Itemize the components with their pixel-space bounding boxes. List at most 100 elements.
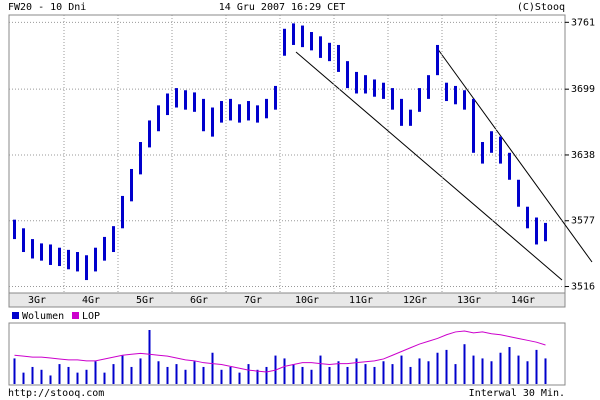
legend-label: LOP (82, 311, 100, 322)
footer-right: Interwal 30 Min. (469, 388, 565, 399)
candle (211, 107, 214, 137)
candle (355, 71, 358, 94)
volume-bar (526, 361, 529, 384)
volume-bar (310, 369, 313, 384)
candle (94, 247, 97, 272)
candle (310, 32, 313, 51)
candle (121, 195, 124, 229)
y-tick-label: 3699 (571, 84, 595, 95)
candle (481, 142, 484, 164)
volume-bar (265, 366, 268, 384)
volume-bar (40, 369, 43, 384)
volume-bar (355, 358, 358, 384)
candle (157, 105, 160, 132)
volume-bar (148, 330, 151, 384)
candle (22, 228, 25, 253)
volume-bar (220, 369, 223, 384)
candle (256, 105, 259, 123)
candle (274, 85, 277, 110)
candle (40, 243, 43, 261)
y-tick-label: 3577 (571, 216, 595, 227)
candle (76, 252, 79, 272)
candle (265, 98, 268, 119)
candle (391, 88, 394, 110)
candle (427, 75, 430, 99)
volume-bar (229, 366, 232, 384)
x-tick-label: 6Gr (190, 295, 208, 306)
volume-bar (130, 366, 133, 384)
price-pane (8, 14, 566, 294)
candle (517, 179, 520, 207)
candle (544, 222, 547, 242)
candle (508, 152, 511, 180)
volume-bar (175, 364, 178, 384)
candle (499, 136, 502, 164)
y-tick-label: 3638 (571, 150, 595, 161)
candle (436, 44, 439, 76)
candle (184, 90, 187, 110)
x-tick-label: 14Gr (511, 295, 535, 306)
volume-bar (535, 349, 538, 384)
candle (373, 79, 376, 97)
candle (229, 98, 232, 121)
volume-bar (427, 361, 430, 384)
x-tick-label: 11Gr (349, 295, 373, 306)
candle (112, 226, 115, 253)
x-tick-label: 3Gr (28, 295, 46, 306)
volume-bar (139, 358, 142, 384)
volume-bar (76, 372, 79, 384)
volume-bar (508, 347, 511, 384)
volume-bar (94, 361, 97, 384)
volume-bar (328, 366, 331, 384)
volume-bar (409, 366, 412, 384)
candle (148, 120, 151, 148)
candle (490, 131, 493, 153)
x-tick-label: 7Gr (244, 295, 262, 306)
header-left: FW20 - 10 Dni (8, 2, 86, 13)
volume-bar (364, 364, 367, 384)
candle (13, 219, 16, 240)
volume-bar (517, 355, 520, 384)
volume-bar (337, 361, 340, 384)
lop-line (14, 330, 546, 373)
candle (103, 236, 106, 261)
volume-bar (67, 366, 70, 384)
volume-pane (8, 322, 566, 386)
volume-bar (283, 358, 286, 384)
candle (472, 98, 475, 153)
candle (139, 142, 142, 175)
volume-bar (58, 364, 61, 384)
candle (319, 36, 322, 58)
volume-bar (112, 364, 115, 384)
volume-bar (463, 344, 466, 384)
x-tick-label: 4Gr (82, 295, 100, 306)
volume-bar (22, 372, 25, 384)
x-tick-label: 10Gr (295, 295, 319, 306)
volume-bar (319, 355, 322, 384)
x-tick-label: 12Gr (403, 295, 427, 306)
volume-bar (256, 369, 259, 384)
candle (454, 85, 457, 105)
volume-bar (481, 358, 484, 384)
volume-bar (490, 361, 493, 384)
volume-bar (472, 355, 475, 384)
candle (526, 206, 529, 229)
volume-bar (436, 352, 439, 384)
candle (238, 104, 241, 123)
candle (409, 109, 412, 126)
volume-bar (193, 361, 196, 384)
x-tick-label: 5Gr (136, 295, 154, 306)
volume-bar (391, 364, 394, 384)
candle (49, 244, 52, 265)
legend-swatch (72, 312, 79, 319)
volume-bar (418, 358, 421, 384)
trend-line (436, 47, 593, 263)
volume-bar (184, 369, 187, 384)
candle (445, 82, 448, 102)
candle (283, 28, 286, 56)
volume-bar (301, 366, 304, 384)
candle (337, 44, 340, 72)
volume-bar (31, 366, 34, 384)
candle (301, 25, 304, 48)
candle (202, 98, 205, 132)
